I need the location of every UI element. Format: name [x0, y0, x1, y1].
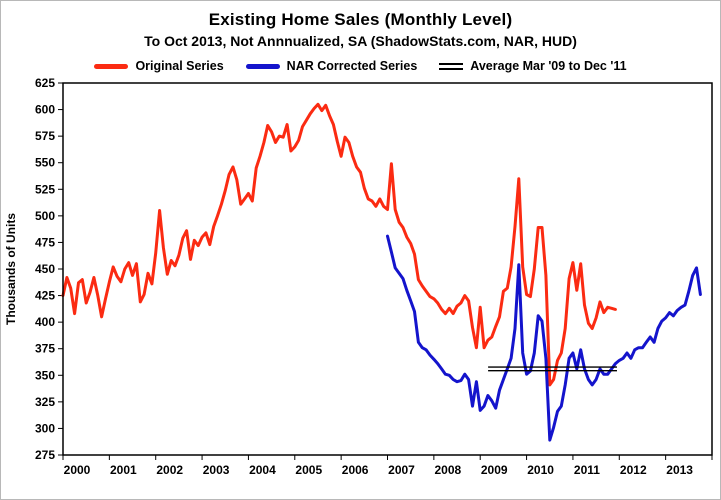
y-tick-label: 450	[35, 262, 55, 276]
legend: Original Series NAR Corrected Series Ave…	[1, 57, 720, 75]
y-tick-label: 350	[35, 368, 55, 382]
original-series-line-swatch	[94, 63, 129, 69]
legend-label-average-line: Average Mar '09 to Dec '11	[470, 59, 627, 73]
y-tick-label: 500	[35, 209, 55, 223]
legend-item-average-line: Average Mar '09 to Dec '11	[439, 59, 627, 73]
plot-border	[62, 82, 713, 456]
y-tick-label: 400	[35, 315, 55, 329]
y-tick-label: 575	[35, 129, 55, 143]
x-tick-label: 2000	[64, 463, 91, 477]
x-tick-label: 2004	[249, 463, 276, 477]
chart-title: Existing Home Sales (Monthly Level)	[208, 10, 513, 29]
x-tick-label: 2011	[574, 463, 600, 477]
y-tick-label: 625	[35, 76, 55, 90]
y-tick-label: 600	[35, 103, 55, 117]
legend-label-nar-corrected-series: NAR Corrected Series	[286, 59, 418, 73]
legend-label-original-series: Original Series	[135, 59, 224, 73]
y-tick-label: 475	[35, 235, 55, 249]
axes: 275 300 325 350 375 400 425 450 475 500 525 550 575 6…	[35, 76, 713, 477]
legend-item-nar-corrected-series: NAR Corrected Series	[245, 59, 418, 73]
nar-corrected-series-line-swatch	[245, 63, 280, 69]
y-tick-label: 375	[35, 342, 55, 356]
y-tick-label: 425	[35, 289, 55, 303]
y-tick-label: 300	[35, 421, 55, 435]
y-axis-title: Thousands of Units	[4, 213, 18, 325]
y-tick-label: 325	[35, 395, 55, 409]
x-tick-label: 2008	[435, 463, 462, 477]
average-line-swatch	[439, 62, 464, 70]
y-tick-label: 525	[35, 182, 55, 196]
plot-area: 275 300 325 350 375 400 425 450 475 500 525 550 575 6…	[4, 76, 713, 477]
x-tick-label: 2010	[527, 463, 554, 477]
x-tick-label: 2009	[481, 463, 508, 477]
x-tick-label: 2005	[295, 463, 322, 477]
x-tick-label: 2002	[156, 463, 183, 477]
series-nar-corrected	[386, 234, 702, 442]
x-tick-label: 2007	[388, 463, 415, 477]
y-tick-label: 550	[35, 156, 55, 170]
x-tick-label: 2003	[203, 463, 230, 477]
x-tick-label: 2012	[620, 463, 647, 477]
chart-subtitle: To Oct 2013, Not Annnualized, SA (Shadow…	[144, 33, 577, 49]
x-tick-label: 2001	[110, 463, 137, 477]
series-original	[61, 102, 617, 387]
x-tick-label: 2013	[666, 463, 693, 477]
x-tick-label: 2006	[342, 463, 369, 477]
legend-item-original-series: Original Series	[94, 59, 224, 73]
y-tick-label: 275	[35, 448, 55, 462]
